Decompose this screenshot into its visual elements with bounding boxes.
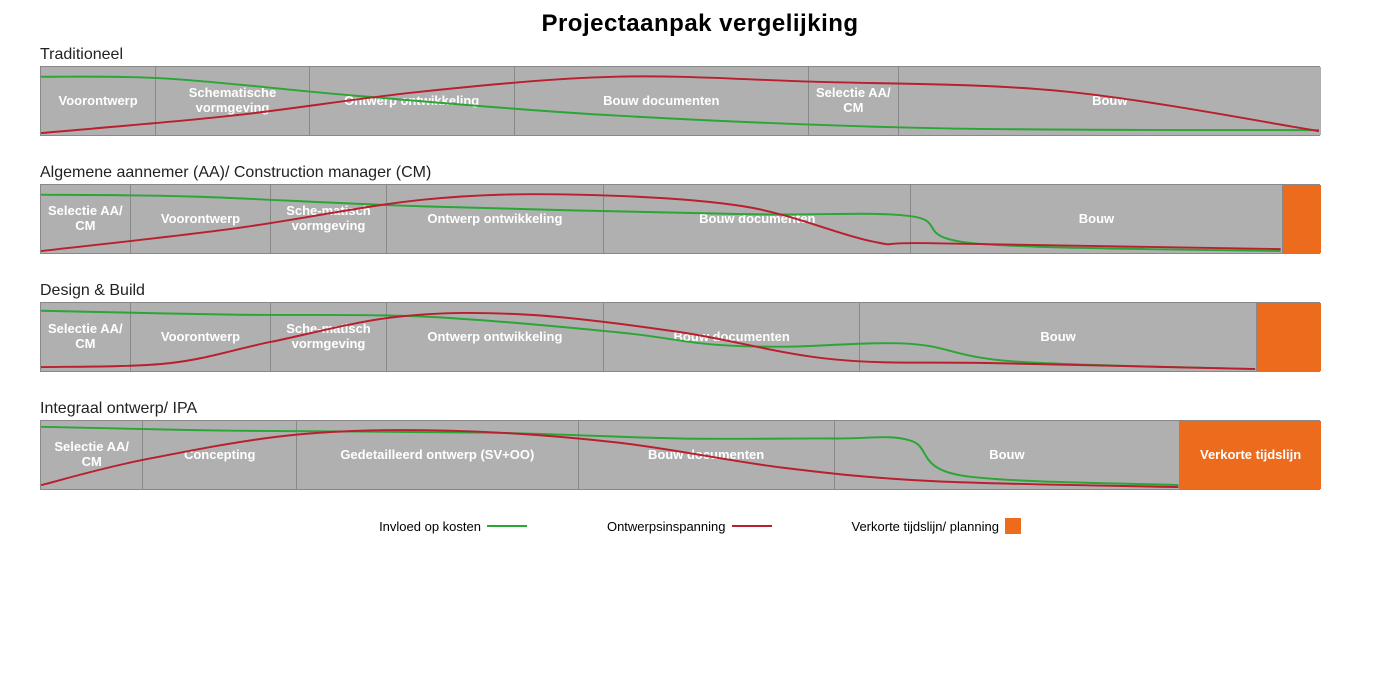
phase-cell: Bouw documenten xyxy=(604,303,860,371)
phase-label: Bouw xyxy=(1092,94,1127,109)
approach-row: Traditioneel Voorontwerp Schematische vorm… xyxy=(40,46,1360,136)
legend-label: Ontwerpsinspanning xyxy=(607,519,726,534)
legend-item: Verkorte tijdslijn/ planning xyxy=(852,518,1021,534)
phase-label: Bouw documenten xyxy=(648,448,764,463)
phase-label: Voorontwerp xyxy=(58,94,137,109)
phase-cell: Bouw xyxy=(860,303,1257,371)
phase-cell: Sche-matisch vormgeving xyxy=(271,185,386,253)
phase-label: Selectie AA/ CM xyxy=(45,440,138,470)
phase-cell: Bouw documenten xyxy=(579,421,835,489)
phase-cell: Voorontwerp xyxy=(41,67,156,135)
phase-label: Selectie AA/ CM xyxy=(45,322,126,352)
legend: Invloed op kosten Ontwerpsinspanning Verko… xyxy=(40,518,1360,534)
phase-label: Bouw xyxy=(989,448,1024,463)
phase-saved: Verkorte tijdslijn xyxy=(1180,421,1321,489)
phase-label: Selectie AA/ CM xyxy=(813,86,894,116)
phase-label: Voorontwerp xyxy=(161,330,240,345)
phase-cell: Bouw documenten xyxy=(515,67,809,135)
phase-label: Selectie AA/ CM xyxy=(45,204,126,234)
page-title: Projectaanpak vergelijking xyxy=(40,10,1360,38)
phase-label: Bouw xyxy=(1079,212,1114,227)
approach-row: Integraal ontwerp/ IPA Selectie AA/ CM Con… xyxy=(40,400,1360,490)
phase-label: Sche-matisch vormgeving xyxy=(275,322,381,352)
phase-cell: Sche-matisch vormgeving xyxy=(271,303,386,371)
phase-cell: Ontwerp ontwikkeling xyxy=(310,67,515,135)
phase-cell: Bouw xyxy=(899,67,1321,135)
legend-label: Invloed op kosten xyxy=(379,519,481,534)
legend-swatch-line xyxy=(732,525,772,527)
phase-cell: Bouw xyxy=(835,421,1181,489)
approach-row: Design & Build Selectie AA/ CM Voorontwerp… xyxy=(40,282,1360,372)
legend-label: Verkorte tijdslijn/ planning xyxy=(852,519,999,534)
approach-row: Algemene aannemer (AA)/ Construction man… xyxy=(40,164,1360,254)
row-title: Integraal ontwerp/ IPA xyxy=(40,400,1360,418)
phase-label: Schematische vormgeving xyxy=(160,86,305,116)
legend-swatch-box xyxy=(1005,518,1021,534)
phase-cell: Ontwerp ontwikkeling xyxy=(387,185,605,253)
row-title: Algemene aannemer (AA)/ Construction man… xyxy=(40,164,1360,182)
phase-label: Gedetailleerd ontwerp (SV+OO) xyxy=(340,448,534,463)
legend-item: Ontwerpsinspanning xyxy=(607,519,772,534)
timeline-bar: Selectie AA/ CM Voorontwerp Sche-matisch v… xyxy=(40,302,1320,372)
phase-label: Bouw documenten xyxy=(674,330,790,345)
phase-label: Sche-matisch vormgeving xyxy=(275,204,381,234)
phase-label: Ontwerp ontwikkeling xyxy=(427,330,562,345)
timeline-bar: Voorontwerp Schematische vormgeving Ontwer… xyxy=(40,66,1320,136)
row-title: Traditioneel xyxy=(40,46,1360,64)
phase-label: Bouw xyxy=(1040,330,1075,345)
phase-cell: Voorontwerp xyxy=(131,185,272,253)
phase-cell: Gedetailleerd ontwerp (SV+OO) xyxy=(297,421,579,489)
phase-cell: Selectie AA/ CM xyxy=(41,303,131,371)
phase-cell: Selectie AA/ CM xyxy=(41,185,131,253)
phase-label: Ontwerp ontwikkeling xyxy=(427,212,562,227)
phase-label: Verkorte tijdslijn xyxy=(1200,448,1301,463)
phase-label: Ontwerp ontwikkeling xyxy=(344,94,479,109)
row-title: Design & Build xyxy=(40,282,1360,300)
timeline-bar: Selectie AA/ CM Voorontwerp Sche-matisch v… xyxy=(40,184,1320,254)
phase-saved xyxy=(1257,303,1321,371)
legend-swatch-line xyxy=(487,525,527,527)
legend-item: Invloed op kosten xyxy=(379,519,527,534)
phase-saved xyxy=(1283,185,1321,253)
timeline-bar: Selectie AA/ CM Concepting Gedetailleerd o… xyxy=(40,420,1320,490)
phase-cell: Ontwerp ontwikkeling xyxy=(387,303,605,371)
phase-label: Bouw documenten xyxy=(603,94,719,109)
phase-cell: Schematische vormgeving xyxy=(156,67,310,135)
phase-cell: Bouw xyxy=(911,185,1282,253)
phase-label: Voorontwerp xyxy=(161,212,240,227)
phase-cell: Selectie AA/ CM xyxy=(809,67,899,135)
phase-label: Bouw documenten xyxy=(699,212,815,227)
phase-cell: Voorontwerp xyxy=(131,303,272,371)
phase-label: Concepting xyxy=(184,448,256,463)
phase-cell: Selectie AA/ CM xyxy=(41,421,143,489)
phase-cell: Concepting xyxy=(143,421,297,489)
phase-cell: Bouw documenten xyxy=(604,185,911,253)
rows-container: Traditioneel Voorontwerp Schematische vorm… xyxy=(40,46,1360,490)
